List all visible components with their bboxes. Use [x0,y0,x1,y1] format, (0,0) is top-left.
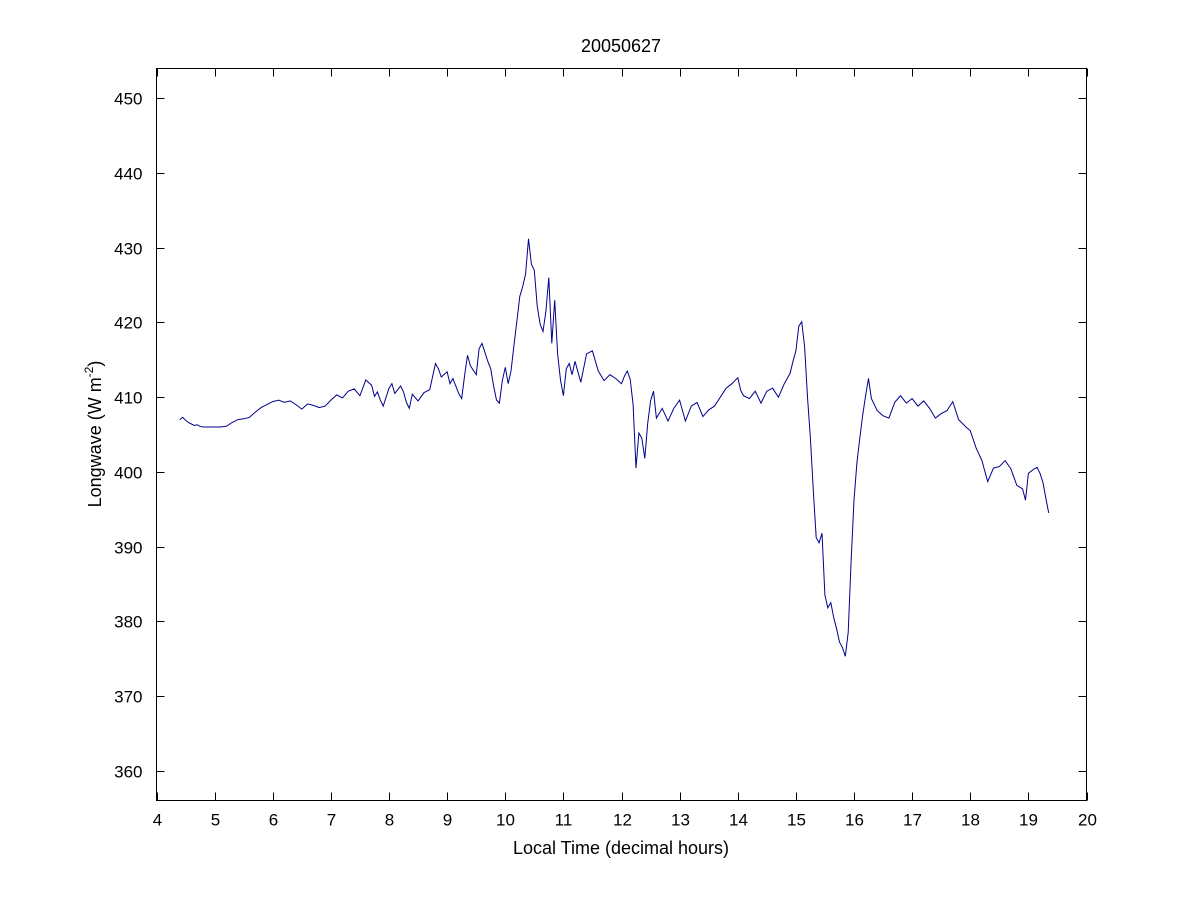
chart-title: 20050627 [581,36,661,56]
x-tick-label: 6 [269,811,278,830]
x-tick-label: 19 [1019,811,1038,830]
y-tick-label: 360 [114,763,142,782]
x-tick-label: 12 [613,811,632,830]
x-tick-label: 10 [496,811,515,830]
y-tick-label: 440 [114,165,142,184]
x-axis-label: Local Time (decimal hours) [513,838,729,858]
x-tick-label: 13 [671,811,690,830]
x-tick-label: 18 [961,811,980,830]
y-axis-label: Longwave (W m-2) [82,361,105,508]
axis-ticks [156,68,1088,801]
x-tick-label: 14 [729,811,748,830]
y-tick-label: 450 [114,90,142,109]
x-tick-label: 17 [903,811,922,830]
y-axis-label-close: ) [85,361,105,367]
x-tick-label: 16 [845,811,864,830]
axis-tick-labels: 4 5 6 7 8 9 10 11 12 13 14 15 16 17 18 19 20 360 370 380 390… [114,90,1097,830]
series-line [179,238,1050,657]
y-axis-label-base: Longwave (W m [85,377,105,507]
plot-area [156,68,1087,801]
x-tick-label: 7 [327,811,336,830]
y-tick-label: 370 [114,688,142,707]
y-tick-label: 380 [114,613,142,632]
y-tick-label: 420 [114,314,142,333]
x-tick-label: 15 [787,811,806,830]
x-tick-label: 5 [211,811,220,830]
y-tick-label: 410 [114,389,142,408]
x-tick-label: 11 [555,811,573,830]
x-tick-label: 9 [443,811,452,830]
x-tick-label: 4 [153,811,162,830]
x-tick-label: 20 [1078,811,1097,830]
y-axis-label-superscript: -2 [82,366,96,377]
x-tick-label: 8 [385,811,394,830]
y-tick-label: 430 [114,240,142,259]
y-tick-label: 400 [114,464,142,483]
y-tick-label: 390 [114,539,142,558]
